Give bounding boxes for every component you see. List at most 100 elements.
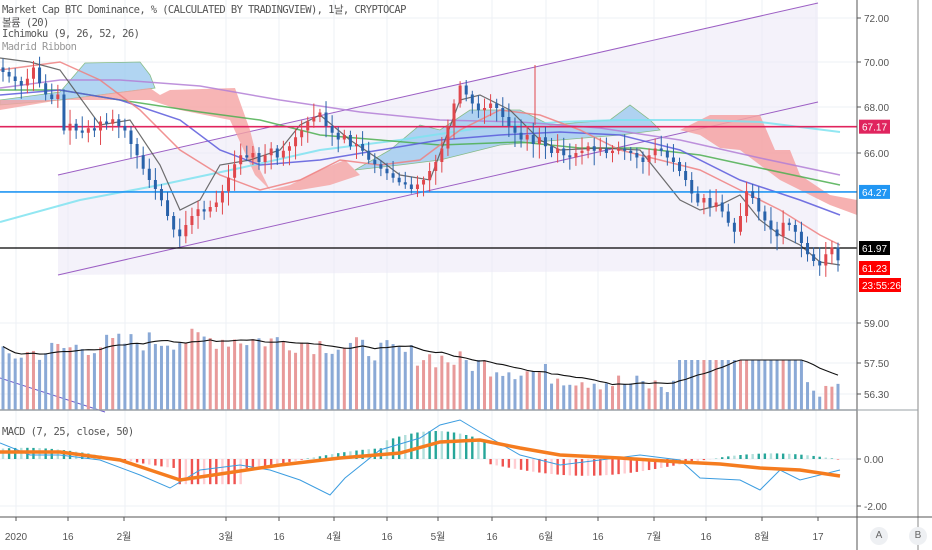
macd-histogram-bar — [129, 459, 133, 462]
volume-bar — [647, 388, 651, 410]
volume-bar — [738, 360, 742, 410]
axis-button-b[interactable]: B — [909, 527, 927, 545]
macd-legend: MACD (7, 25, close, 50) — [2, 426, 134, 438]
volume-bar — [659, 386, 663, 410]
candle-body — [153, 180, 157, 189]
candle-body — [74, 123, 78, 131]
volume-bar — [830, 386, 834, 410]
candle-body — [812, 254, 816, 261]
price-tick-label: 57.50 — [864, 359, 889, 370]
volume-bar — [513, 379, 517, 410]
volume-bar — [80, 349, 84, 410]
candle-body — [738, 216, 742, 232]
candle-body — [373, 159, 377, 165]
volume-bar — [68, 347, 72, 410]
price-tick-label: 59.00 — [864, 319, 889, 330]
macd-histogram-bar — [818, 456, 821, 459]
volume-bar — [129, 334, 133, 410]
candle-body — [196, 209, 200, 216]
volume-bar — [251, 339, 255, 410]
candle-body — [99, 121, 103, 131]
candle-body — [757, 198, 761, 212]
volume-bar — [641, 381, 645, 410]
candle-body — [172, 216, 176, 230]
macd-histogram-bar — [135, 459, 139, 463]
candle-body — [306, 121, 310, 131]
volume-bar — [617, 375, 621, 410]
volume-bar — [135, 342, 139, 410]
macd-pane — [0, 409, 932, 518]
volume-bar — [440, 355, 444, 410]
macd-histogram-bar — [745, 454, 748, 459]
candle-body — [227, 177, 231, 192]
candle-body — [415, 184, 419, 189]
volume-bar — [263, 346, 267, 410]
volume-bar — [781, 360, 785, 410]
ma-blue — [0, 89, 841, 216]
volume-bar — [257, 338, 261, 410]
volume-bar — [720, 360, 724, 410]
macd-histogram-bar — [788, 453, 791, 459]
volume-bar — [208, 338, 212, 410]
macd-line — [0, 419, 841, 496]
volume-bar — [623, 384, 627, 410]
candle-body — [470, 94, 474, 104]
candle-body — [257, 153, 261, 162]
volume-bar — [507, 372, 511, 410]
macd-histogram-bar — [574, 459, 578, 476]
candle-body — [793, 225, 797, 232]
candle-body — [556, 148, 560, 153]
candle-body — [300, 130, 304, 138]
volume-bar — [550, 383, 554, 410]
candle-body — [525, 135, 529, 140]
macd-histogram-bar — [629, 459, 632, 473]
volume-bar — [379, 342, 383, 410]
candle-body — [391, 173, 395, 178]
macd-histogram-bar — [251, 459, 255, 468]
volume-bar — [574, 385, 578, 410]
macd-histogram-bar — [160, 459, 163, 467]
candle-body — [818, 261, 822, 266]
candle-body — [25, 78, 29, 86]
volume-bar — [324, 353, 328, 410]
candle-body — [671, 157, 675, 162]
macd-histogram-bar — [544, 459, 547, 474]
volume-bars — [1, 328, 840, 410]
macd-histogram-bar — [263, 459, 267, 467]
candle-body — [202, 209, 206, 212]
macd-histogram-bar — [751, 454, 754, 459]
candle-body — [361, 144, 365, 151]
candle-body — [105, 121, 109, 124]
candle-body — [56, 94, 60, 99]
volume-bar — [123, 343, 127, 410]
candle-body — [659, 148, 663, 151]
candle-body — [245, 155, 249, 158]
macd-histogram-bar — [647, 459, 651, 471]
candle-body — [287, 146, 291, 151]
macd-histogram-bar — [568, 459, 572, 476]
macd-histogram-bar — [556, 459, 559, 475]
candle-body — [251, 153, 255, 158]
volume-bar — [294, 352, 298, 410]
price-tag-label: 61.97 — [862, 244, 887, 255]
candle-body — [62, 94, 66, 131]
macd-histogram-bar — [653, 459, 657, 470]
volume-bar — [537, 372, 541, 410]
axis-button-a[interactable]: A — [870, 527, 888, 545]
candle-body — [190, 216, 194, 225]
volume-bar — [428, 354, 432, 410]
macd-histogram-bar — [611, 459, 614, 475]
volume-bar — [287, 350, 291, 410]
candle-body — [775, 229, 779, 237]
candle-body — [1, 67, 5, 72]
volume-bar — [775, 360, 779, 410]
macd-histogram-bar — [166, 459, 169, 468]
candle-body — [178, 229, 182, 237]
volume-bar — [355, 337, 359, 410]
volume-bar — [446, 362, 450, 410]
volume-bar — [99, 347, 103, 410]
candle-body — [665, 150, 669, 158]
candle-body — [799, 231, 803, 243]
